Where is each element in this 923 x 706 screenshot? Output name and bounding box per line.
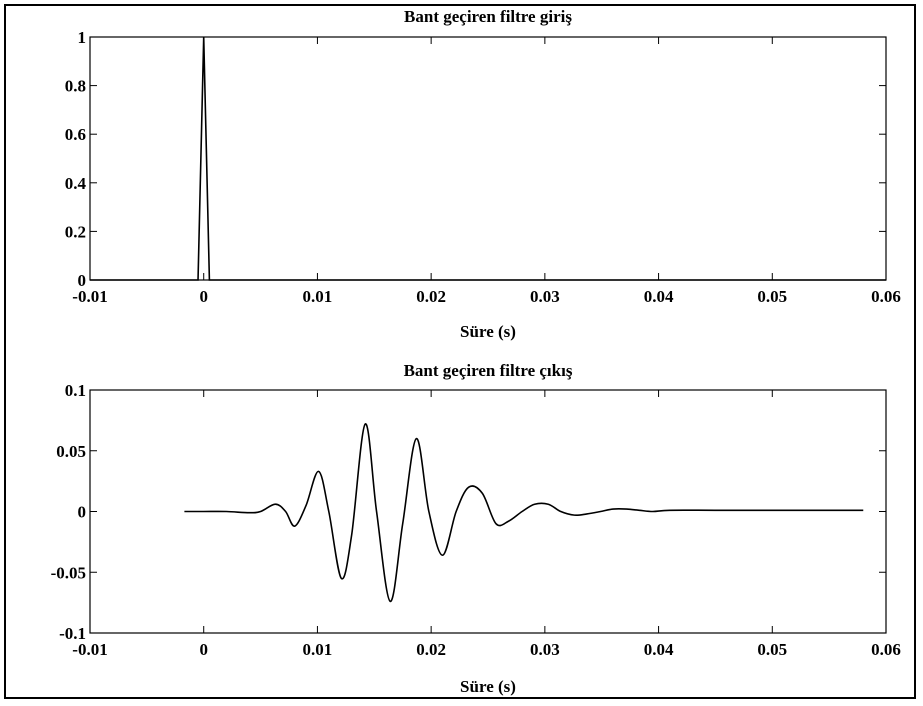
x-axis-label-output: Süre (s) [460, 677, 516, 696]
x-tick-label: 0.03 [530, 640, 560, 659]
figure-svg: Bant geçiren filtre giriş Süre (s) -0.01… [51, 7, 901, 696]
y-tick-label: 0 [78, 271, 87, 290]
input-impulse-line [90, 36, 886, 281]
y-tick-label: 0 [78, 503, 87, 522]
y-tick-label: 0.2 [65, 222, 86, 241]
x-tick-label: 0.06 [871, 640, 901, 659]
plot-area-box [89, 36, 887, 281]
y-tick-label: 0.1 [65, 381, 86, 400]
x-tick-label: 0.05 [757, 640, 787, 659]
y-tick-label: 0.05 [56, 442, 86, 461]
output-response-line [184, 423, 864, 603]
x-tick-label: 0.04 [644, 640, 674, 659]
x-tick-label: -0.01 [72, 287, 107, 306]
y-tick-label: -0.05 [51, 563, 86, 582]
x-tick-label: 0.02 [416, 287, 446, 306]
y-tick-label: -0.1 [59, 624, 86, 643]
x-tick-label: 0 [199, 640, 208, 659]
x-tick-label: 0.03 [530, 287, 560, 306]
x-tick-label: 0.02 [416, 640, 446, 659]
plot-output: Bant geçiren filtre çıkış Süre (s) -0.01… [51, 361, 901, 696]
y-tick-label: 0.4 [65, 174, 87, 193]
x-tick-label: -0.01 [72, 640, 107, 659]
x-tick-label: 0.05 [757, 287, 787, 306]
y-tick-label: 0.6 [65, 125, 86, 144]
x-tick-label: 0 [199, 287, 208, 306]
x-tick-label: 0.01 [303, 287, 333, 306]
x-tick-label: 0.06 [871, 287, 901, 306]
x-tick-label: 0.04 [644, 287, 674, 306]
x-tick-label: 0.01 [303, 640, 333, 659]
plot-input: Bant geçiren filtre giriş Süre (s) -0.01… [65, 7, 901, 341]
y-tick-label: 0.8 [65, 77, 86, 96]
chart-title-output: Bant geçiren filtre çıkış [404, 361, 573, 380]
y-tick-label: 1 [78, 28, 87, 47]
x-axis-label-input: Süre (s) [460, 322, 516, 341]
chart-title-input: Bant geçiren filtre giriş [404, 7, 572, 26]
figure-frame: Bant geçiren filtre giriş Süre (s) -0.01… [4, 4, 916, 699]
